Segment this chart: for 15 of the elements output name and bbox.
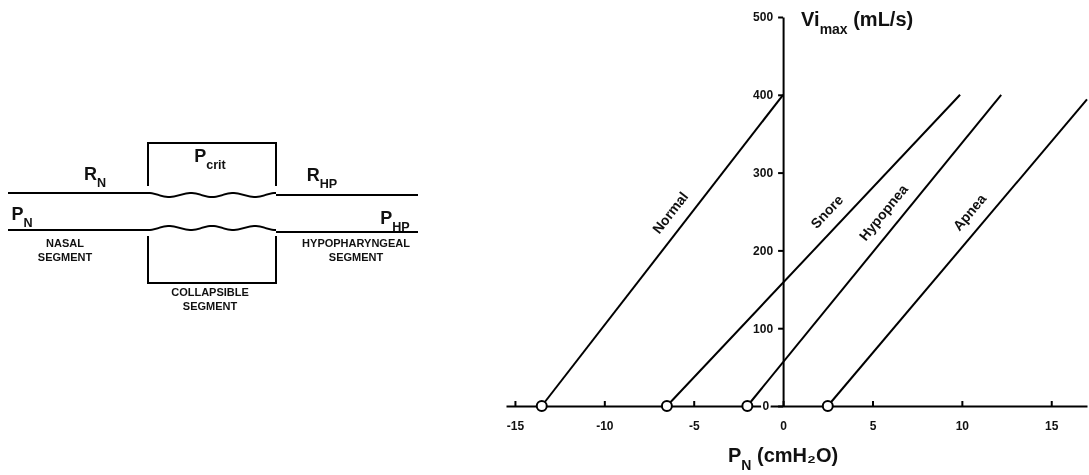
x-tick-label: -5 [688, 419, 700, 433]
x-tick-label: -15 [506, 419, 525, 433]
collapsible-tube-diagram: R$_{N}$ P$_{crit}$ R$_{HP}$ P$_{N}$ P$_{HP}$ NASAL SEGMENT HYPOPHARYNGEAL SEGMENT COLLAPSIBLE SEGMENT [8, 142, 418, 313]
x-tick-label: 5 [869, 419, 877, 433]
x-tick-label: 15 [1045, 419, 1059, 433]
x-tick-label: 0 [780, 419, 788, 433]
y-tick-label: 400 [753, 88, 774, 103]
y-tick-label: 500 [753, 10, 774, 25]
y-axis-title: Vi$_{max}$ (mL/s) [801, 8, 914, 37]
x-tick-label: 10 [955, 419, 970, 433]
x-axis-title: P$_{N}$ (cmH₂O) [728, 444, 839, 473]
x-tick-label: -10 [596, 419, 614, 433]
y-tick-label: 200 [753, 243, 774, 258]
y-tick-label: 300 [753, 165, 774, 180]
y-tick-label: 100 [753, 321, 774, 336]
